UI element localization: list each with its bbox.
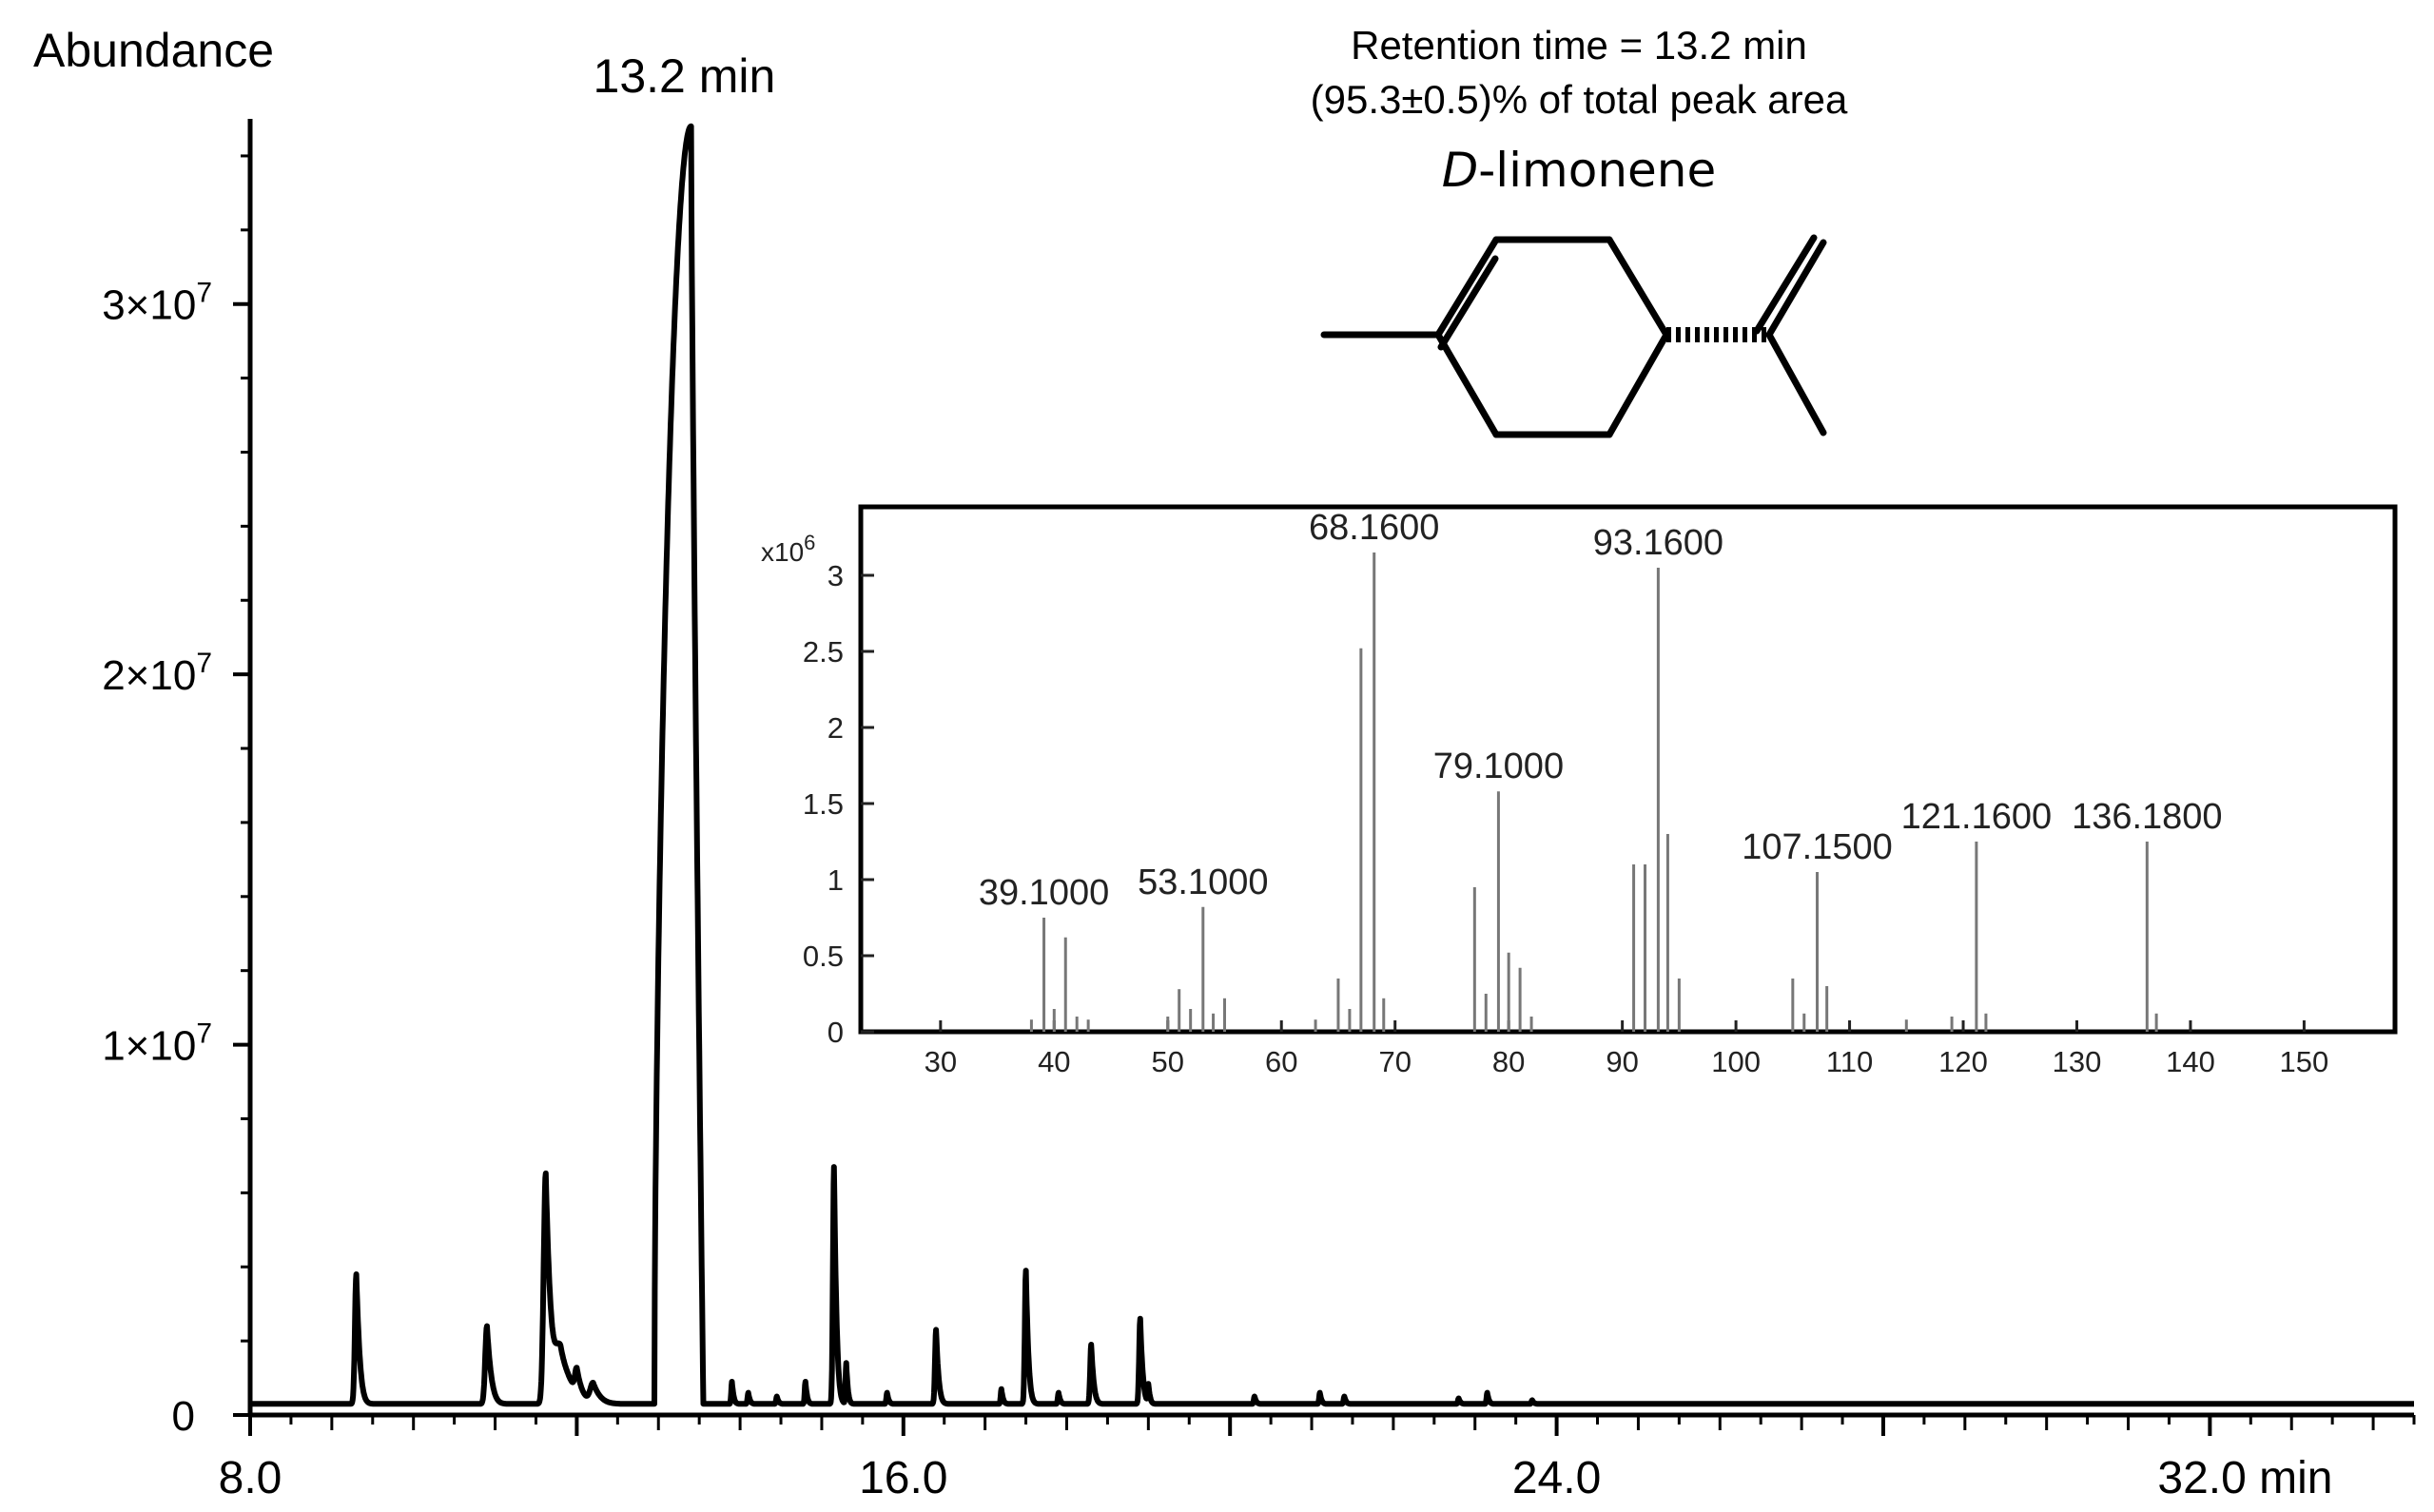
annotation: Retention time = 13.2 min (95.3±0.5)% of… (1311, 23, 1848, 198)
x-minor-ticks (248, 1415, 2416, 1436)
y-tick-labels: 0 1×107 2×107 3×107 (102, 278, 212, 1440)
inset-peak-labels: 39.1000 53.1000 68.1600 79.1000 93.1600 107.1… (979, 508, 2223, 913)
inset-y-multiplier: x106 (761, 531, 815, 567)
retention-time-annotation: Retention time = 13.2 min (1351, 23, 1807, 68)
y-axis-label: Abundance (33, 24, 274, 77)
peak-area-annotation: (95.3±0.5)% of total peak area (1311, 77, 1848, 122)
y-tick-label: 3×107 (102, 278, 212, 329)
inset-x-tick-label: 100 (1711, 1045, 1761, 1078)
inset-x-tick-label: 110 (1826, 1045, 1873, 1078)
inset-peak-label: 121.1600 (1901, 797, 2053, 837)
mass-spectrum-inset: x106 0 0.5 1 1.5 2 2.5 3 30 40 50 60 70 80 90 100 110 1… (761, 504, 2398, 1078)
compound-suffix: -limonene (1478, 143, 1716, 198)
inset-x-tick-label: 50 (1152, 1045, 1184, 1078)
x-tick-labels: 8.0 16.0 24.0 32.0 min (219, 1453, 2333, 1503)
inset-peak-label: 53.1000 (1138, 863, 1268, 902)
compound-prefix: D (1442, 143, 1479, 198)
x-tick-label: 8.0 (219, 1453, 282, 1503)
inset-x-tick-label: 30 (925, 1045, 957, 1078)
inset-y-tick-label: 0.5 (803, 940, 844, 973)
y-minor-ticks (233, 154, 250, 1417)
inset-x-tick-label: 80 (1492, 1045, 1525, 1078)
x-tick-label: 16.0 (859, 1453, 947, 1503)
inset-bars (1029, 552, 2158, 1032)
inset-y-tick-label: 2 (828, 711, 844, 745)
x-tick-label: 32.0 min (2157, 1453, 2332, 1503)
chromatogram-series-line (247, 123, 2417, 1407)
inset-peak-label: 136.1800 (2072, 797, 2223, 837)
inset-x-tick-label: 150 (2280, 1045, 2329, 1078)
y-tick-label: 0 (172, 1393, 195, 1440)
inset-peak-label: 93.1600 (1593, 523, 1723, 563)
inset-x-tick-label: 40 (1038, 1045, 1070, 1078)
x-tick-label: 24.0 (1512, 1453, 1601, 1503)
y-tick-label: 2×107 (102, 648, 212, 699)
inset-x-ticks: 30 40 50 60 70 80 90 100 110 120 130 140 150 (925, 1020, 2329, 1078)
inset-x-tick-label: 60 (1265, 1045, 1297, 1078)
y-tick-label: 1×107 (102, 1018, 212, 1070)
main-peak-label: 13.2 min (594, 49, 776, 103)
inset-x-tick-label: 70 (1378, 1045, 1411, 1078)
inset-peak-label: 107.1500 (1742, 827, 1893, 867)
inset-peak-label: 79.1000 (1433, 746, 1564, 786)
inset-x-tick-label: 90 (1606, 1045, 1638, 1078)
limonene-structure (1320, 234, 1827, 438)
inset-y-ticks: 0 0.5 1 1.5 2 2.5 3 (803, 559, 874, 1049)
inset-peak-label: 39.1000 (979, 873, 1109, 913)
inset-peak-label: 68.1600 (1309, 508, 1439, 548)
inset-y-tick-label: 1.5 (803, 787, 844, 821)
inset-x-tick-label: 130 (2053, 1045, 2102, 1078)
inset-y-tick-label: 0 (828, 1016, 844, 1049)
inset-y-tick-label: 3 (828, 559, 844, 592)
inset-frame (858, 504, 2398, 1035)
inset-y-tick-label: 2.5 (803, 635, 844, 669)
inset-y-tick-label: 1 (828, 863, 844, 897)
inset-x-tick-label: 140 (2166, 1045, 2215, 1078)
compound-name: D-limonene (1442, 143, 1717, 198)
inset-x-tick-label: 120 (1938, 1045, 1988, 1078)
